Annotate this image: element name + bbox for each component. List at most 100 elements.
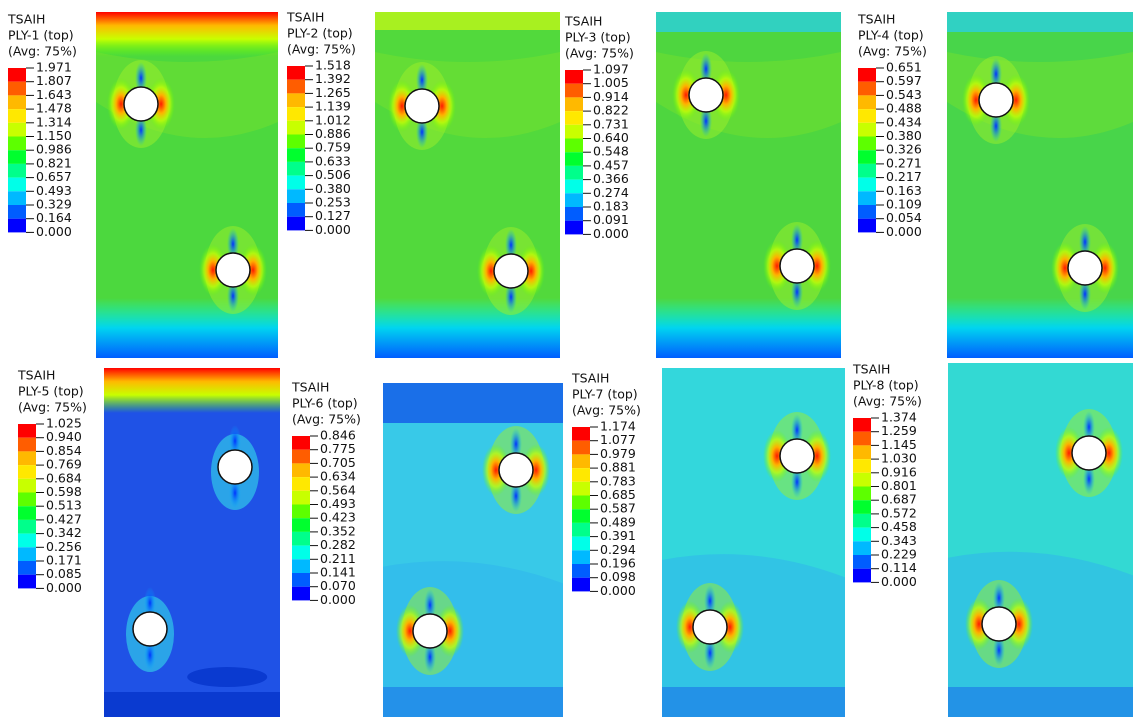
legend-value: 0.705 xyxy=(320,455,356,470)
legend-swatch xyxy=(287,66,305,80)
low-band xyxy=(104,692,280,717)
legend-value: 1.518 xyxy=(315,58,351,73)
legend-swatch xyxy=(565,165,583,180)
legend-value: 0.685 xyxy=(600,487,636,502)
top-band xyxy=(96,12,278,57)
legend-value: 0.821 xyxy=(36,155,72,170)
legend-swatch xyxy=(18,451,36,466)
legend-value: 0.986 xyxy=(36,142,72,157)
legend-value: 1.807 xyxy=(36,73,72,88)
legend-swatch xyxy=(565,124,583,139)
legend-value: 0.274 xyxy=(593,185,629,200)
stress-cold xyxy=(791,276,803,308)
legend-swatch xyxy=(853,541,871,555)
stress-cold xyxy=(144,639,156,671)
stress-hot xyxy=(477,245,505,297)
legend-value: 0.651 xyxy=(886,60,922,75)
legend-value: 1.012 xyxy=(315,112,351,127)
legend-swatch xyxy=(858,136,876,151)
legend-swatch xyxy=(572,495,590,510)
legend-swatch xyxy=(572,550,590,564)
legend-value: 0.587 xyxy=(600,501,636,516)
result-title: TSAIH xyxy=(7,12,45,27)
stress-cold xyxy=(791,224,803,256)
legend-value: 0.513 xyxy=(46,498,82,513)
hole xyxy=(217,449,253,485)
low-band xyxy=(947,298,1133,358)
result-title: TSAIH xyxy=(852,362,890,377)
stress-cold xyxy=(505,229,517,261)
legend-value: 0.731 xyxy=(593,116,629,131)
legend-value: 0.114 xyxy=(881,560,917,575)
legend-swatch xyxy=(853,555,871,569)
legend-swatch xyxy=(565,152,583,166)
contour-plot xyxy=(947,12,1133,358)
legend-value: 0.000 xyxy=(593,226,629,241)
legend-swatch xyxy=(858,163,876,178)
legend-value: 1.077 xyxy=(600,432,636,447)
hole xyxy=(132,611,168,647)
legend-value: 0.253 xyxy=(315,195,351,210)
stress-cold xyxy=(424,641,436,673)
legend-swatch xyxy=(853,500,871,514)
stress-hot xyxy=(962,74,990,126)
stress-cold xyxy=(227,280,239,312)
stress-cold xyxy=(424,589,436,621)
legend-value: 0.783 xyxy=(600,473,636,488)
legend-swatch xyxy=(287,93,305,108)
legend-value: 0.380 xyxy=(886,128,922,143)
stress-cold xyxy=(993,582,1005,614)
hole xyxy=(498,452,534,488)
top-band xyxy=(104,368,280,413)
stress-cold xyxy=(791,466,803,498)
legend-swatch xyxy=(18,437,36,452)
legend-value: 0.000 xyxy=(600,583,636,598)
legend-value: 0.070 xyxy=(320,578,356,593)
legend-value: 0.759 xyxy=(315,140,351,155)
legend-swatch xyxy=(858,150,876,164)
contour-plot xyxy=(96,12,278,358)
avg-label: (Avg: 75%) xyxy=(18,400,87,415)
stress-cold xyxy=(704,637,716,669)
stress-cold xyxy=(1079,278,1091,310)
stress-hot xyxy=(1091,242,1119,294)
legend-swatch xyxy=(292,490,310,505)
legend-swatch xyxy=(287,107,305,121)
zone xyxy=(187,667,268,687)
legend-swatch xyxy=(287,203,305,217)
legend-value: 0.085 xyxy=(46,566,82,581)
legend-swatch xyxy=(292,463,310,478)
stress-cold xyxy=(510,480,522,512)
legend-value: 0.141 xyxy=(320,565,356,580)
result-title: TSAIH xyxy=(286,10,324,25)
stress-cold xyxy=(1079,226,1091,258)
legend-swatch xyxy=(8,218,26,233)
legend-swatch xyxy=(853,472,871,487)
contour-plot xyxy=(104,368,280,717)
legend-value: 0.633 xyxy=(315,153,351,168)
legend-value: 1.025 xyxy=(46,416,82,431)
legend-swatch xyxy=(565,179,583,194)
legend-value: 0.256 xyxy=(46,539,82,554)
avg-label: (Avg: 75%) xyxy=(572,403,641,418)
legend-value: 0.127 xyxy=(315,208,351,223)
legend-swatch xyxy=(292,586,310,601)
low-band xyxy=(383,687,563,717)
legend-swatch xyxy=(18,478,36,493)
contour-plot xyxy=(375,12,560,358)
stress-hot xyxy=(965,598,993,650)
legend-swatch xyxy=(858,68,876,82)
stress-hot xyxy=(428,80,456,132)
stress-hot xyxy=(676,601,704,653)
legend-value: 0.171 xyxy=(46,553,82,568)
legend-swatch xyxy=(287,148,305,162)
legend-swatch xyxy=(18,465,36,479)
legend-value: 0.634 xyxy=(320,469,356,484)
legend-value: 0.548 xyxy=(593,144,629,159)
legend-value: 0.091 xyxy=(593,212,629,227)
legend-swatch xyxy=(853,459,871,473)
legend-swatch xyxy=(18,424,36,438)
stress-hot xyxy=(712,69,740,121)
hole xyxy=(692,609,728,645)
legend-value: 1.265 xyxy=(315,85,351,100)
